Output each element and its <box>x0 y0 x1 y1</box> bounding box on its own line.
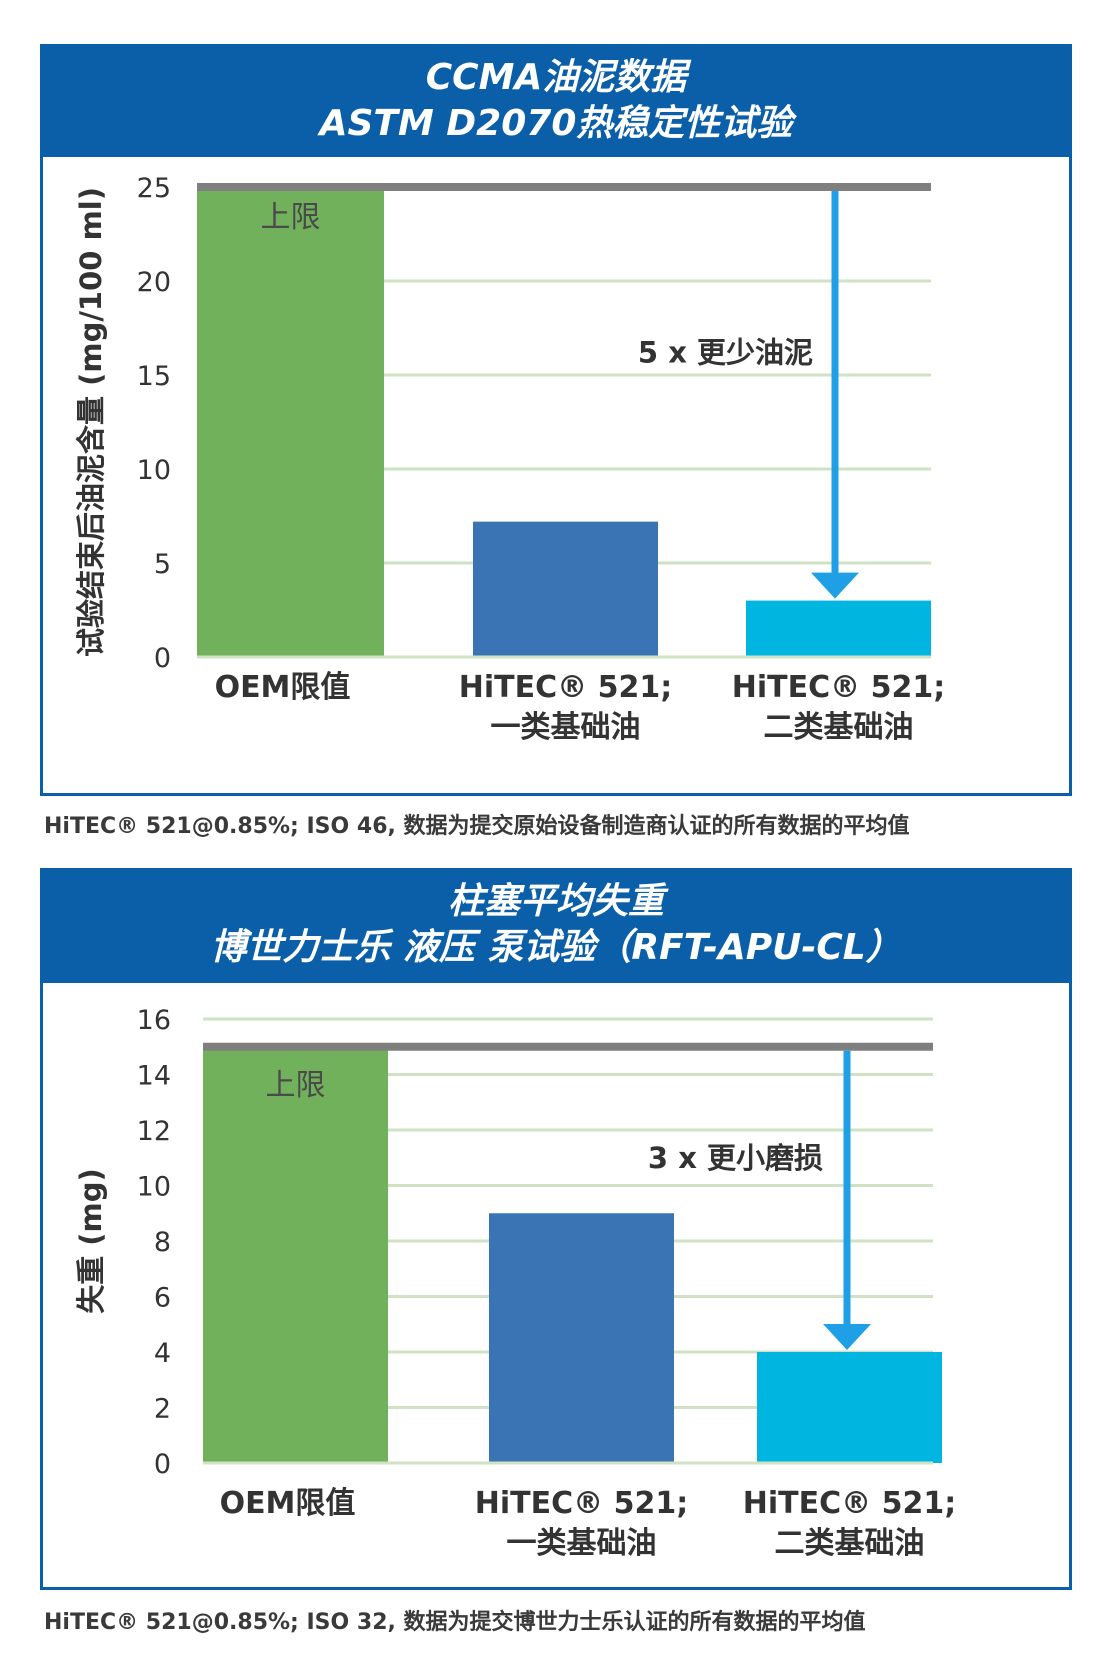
y-tick-label: 5 <box>154 549 171 580</box>
reduction-arrow-head <box>811 572 859 599</box>
wear-bar-chart: 0 2 4 6 8 10 12 14 16 上限 3 x 更小磨损 OEM限值 HiTEC® 521; 一… <box>74 1005 956 1561</box>
category-label: OEM限值 <box>215 670 351 705</box>
reduction-annotation: 3 x 更小磨损 <box>648 1141 823 1175</box>
bar <box>746 600 931 657</box>
y-tick-label: 8 <box>154 1227 171 1258</box>
sludge-chart-subtitle: ASTM D2070热稳定性试验 <box>319 103 793 144</box>
sludge-bar-chart: 0 5 10 15 20 25 上限 5 x 更少油泥 OEM限值 HiTEC® 521; 一类基础… <box>74 173 945 745</box>
y-tick-label: 14 <box>137 1061 171 1092</box>
category-label: HiTEC® 521; <box>732 670 945 705</box>
category-label-line2: 二类基础油 <box>764 710 914 745</box>
y-tick-label: 16 <box>137 1005 171 1036</box>
y-tick-label: 4 <box>154 1338 171 1369</box>
category-label: HiTEC® 521; <box>459 670 672 705</box>
y-tick-label: 2 <box>154 1394 171 1425</box>
y-tick-label: 0 <box>154 1449 171 1480</box>
category-label-line2: 二类基础油 <box>775 1526 925 1561</box>
y-tick-label: 20 <box>137 267 171 298</box>
y-tick-label: 12 <box>137 1116 171 1147</box>
bar <box>473 521 658 657</box>
bar <box>203 1046 388 1463</box>
bar <box>489 1213 674 1463</box>
limit-label: 上限 <box>261 200 321 235</box>
y-tick-label: 10 <box>137 1172 171 1203</box>
sludge-chart-panel: CCMA油泥数据 ASTM D2070热稳定性试验 0 5 10 15 20 25 上限 5 … <box>40 44 1072 796</box>
wear-chart-subtitle: 博世力士乐 液压 泵试验（RFT-APU-CL） <box>210 927 902 968</box>
bar <box>757 1352 942 1463</box>
sludge-chart-header: CCMA油泥数据 ASTM D2070热稳定性试验 <box>43 47 1069 157</box>
category-label-line2: 一类基础油 <box>491 710 641 745</box>
sludge-chart-title: CCMA油泥数据 <box>425 57 687 98</box>
y-axis-label: 试验结束后油泥含量 (mg/100 ml) <box>74 187 108 657</box>
reduction-arrow-head <box>823 1324 871 1350</box>
wear-chart-header: 柱塞平均失重 博世力士乐 液压 泵试验（RFT-APU-CL） <box>43 871 1069 983</box>
wear-chart-panel: 柱塞平均失重 博世力士乐 液压 泵试验（RFT-APU-CL） 0 2 4 6 8 10 1… <box>40 868 1072 1590</box>
reduction-annotation: 5 x 更少油泥 <box>638 335 813 369</box>
y-tick-label: 25 <box>137 173 171 204</box>
category-label: OEM限值 <box>220 1486 356 1521</box>
category-label: HiTEC® 521; <box>475 1486 688 1521</box>
y-tick-label: 6 <box>154 1283 171 1314</box>
y-axis-label: 失重 (mg) <box>74 1168 108 1314</box>
wear-chart-title: 柱塞平均失重 <box>447 881 664 922</box>
y-tick-label: 0 <box>154 643 171 674</box>
wear-chart-footnote: HiTEC® 521@0.85%; ISO 32, 数据为提交博世力士乐认证的所… <box>44 1610 866 1635</box>
y-tick-label: 15 <box>137 361 171 392</box>
category-label: HiTEC® 521; <box>743 1486 956 1521</box>
bar <box>197 187 384 657</box>
y-tick-label: 10 <box>137 455 171 486</box>
limit-label: 上限 <box>266 1068 326 1103</box>
category-label-line2: 一类基础油 <box>507 1526 657 1561</box>
sludge-chart-footnote: HiTEC® 521@0.85%; ISO 46, 数据为提交原始设备制造商认证… <box>44 814 910 839</box>
